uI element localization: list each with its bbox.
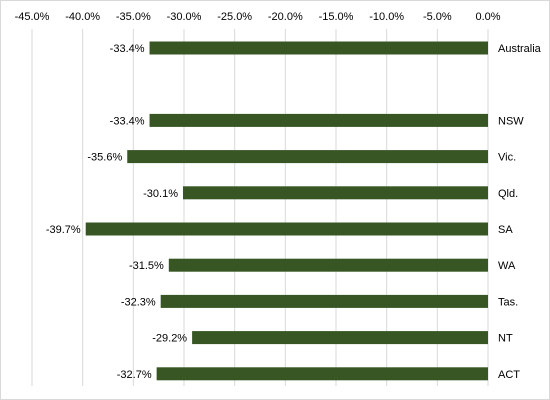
gridlines: [31, 29, 489, 386]
x-tick-label: -10.0%: [369, 11, 404, 23]
bar: [149, 113, 488, 127]
bars: [85, 41, 489, 381]
data-label: -39.7%: [46, 224, 81, 236]
x-tick-label: -35.0%: [116, 11, 151, 23]
data-label: -29.2%: [152, 333, 187, 345]
bar: [156, 367, 488, 381]
x-tick-label: -15.0%: [319, 11, 354, 23]
category-label: SA: [498, 224, 513, 236]
x-tick-label: -20.0%: [268, 11, 303, 23]
bar: [168, 258, 489, 272]
x-tick-label: -5.0%: [423, 11, 452, 23]
data-labels: -33.4% -33.4% -35.6% -30.1% -39.7% -31.5% -32.…: [46, 43, 187, 381]
bar: [85, 222, 488, 236]
category-label: Vic.: [498, 152, 516, 164]
x-tick-label: 0.0%: [475, 11, 500, 23]
data-label: -32.3%: [121, 296, 156, 308]
data-label: -32.7%: [117, 369, 152, 381]
category-labels: Australia NSW Vic. Qld. SA WA Tas. NT ACT: [498, 43, 542, 381]
x-tick-label: -30.0%: [167, 11, 202, 23]
category-label: WA: [498, 260, 516, 272]
category-label: Tas.: [498, 296, 518, 308]
bar: [160, 294, 488, 308]
data-label: -33.4%: [110, 43, 145, 55]
bar: [182, 186, 488, 200]
x-tick-label: -25.0%: [217, 11, 252, 23]
bar: [192, 331, 488, 345]
category-label: ACT: [498, 369, 520, 381]
category-label: Australia: [498, 43, 542, 55]
data-label: -35.6%: [87, 152, 122, 164]
x-tick-label: -45.0%: [15, 11, 50, 23]
bar: [149, 41, 488, 55]
data-label: -33.4%: [110, 115, 145, 127]
data-label: -30.1%: [143, 188, 178, 200]
x-tick-label: -40.0%: [65, 11, 100, 23]
category-label: NSW: [498, 115, 524, 127]
category-label: Qld.: [498, 188, 518, 200]
x-axis-ticks: -45.0% -40.0% -35.0% -30.0% -25.0% -20.0% -15.…: [15, 11, 501, 23]
data-label: -31.5%: [129, 260, 164, 272]
bar: [127, 150, 489, 164]
category-label: NT: [498, 333, 513, 345]
